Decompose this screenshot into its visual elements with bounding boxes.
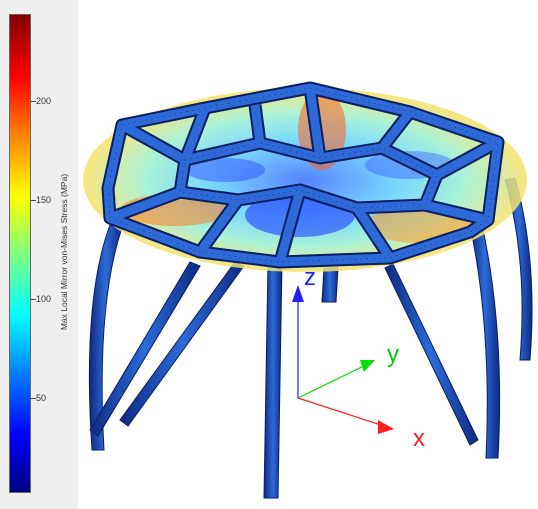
strut-left xyxy=(89,261,201,437)
leg-center xyxy=(321,267,339,303)
leg-back-right xyxy=(504,177,533,361)
y-axis-label: y xyxy=(387,341,399,368)
colorbar-panel: 200 150 100 50 Max Local Mirror von-Mise… xyxy=(0,0,78,509)
colorbar-tick xyxy=(31,200,36,201)
x-axis-label: x xyxy=(413,425,425,452)
support-legs xyxy=(88,177,533,499)
y-arrow-icon xyxy=(360,360,375,372)
colorbar-tick-label: 200 xyxy=(36,96,52,106)
strut-right xyxy=(384,263,479,446)
x-arrow-icon xyxy=(378,420,394,434)
colorbar-tick xyxy=(31,299,36,300)
colorbar xyxy=(9,14,31,493)
leg-back-left xyxy=(88,224,123,451)
colorbar-tick xyxy=(31,398,36,399)
colorbar-tick xyxy=(31,101,36,102)
colorbar-tick-label: 100 xyxy=(36,294,52,304)
leg-front-left xyxy=(263,261,283,499)
colorbar-tick-label: 150 xyxy=(36,195,52,205)
z-axis-label: z xyxy=(304,264,316,291)
support-frame xyxy=(101,81,505,269)
colorbar-tick-label: 50 xyxy=(36,393,47,403)
coordinate-axes: z y x xyxy=(292,264,425,452)
leg-front-right xyxy=(469,224,501,459)
z-arrow-icon xyxy=(292,285,304,302)
